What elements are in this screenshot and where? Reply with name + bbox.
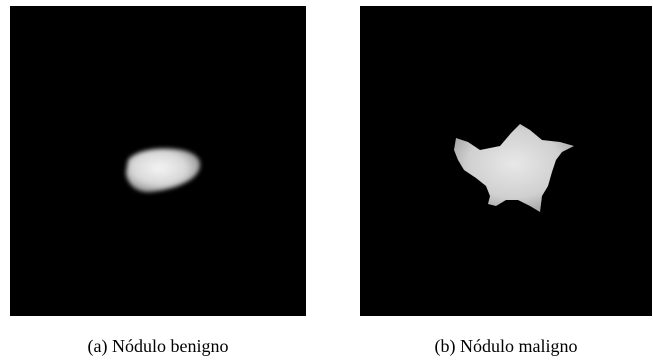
panel-b: (b) Nódulo maligno: [360, 6, 652, 357]
panel-a: (a) Nódulo benigno: [10, 6, 306, 357]
figure: (a) Nódulo benigno (b) Nódulo maligno: [0, 0, 653, 360]
caption: (a) Nódulo benigno: [88, 336, 229, 357]
caption: (b) Nódulo maligno: [435, 336, 578, 357]
page: (a) Nódulo benigno (b) Nódulo maligno ((…: [0, 0, 653, 360]
